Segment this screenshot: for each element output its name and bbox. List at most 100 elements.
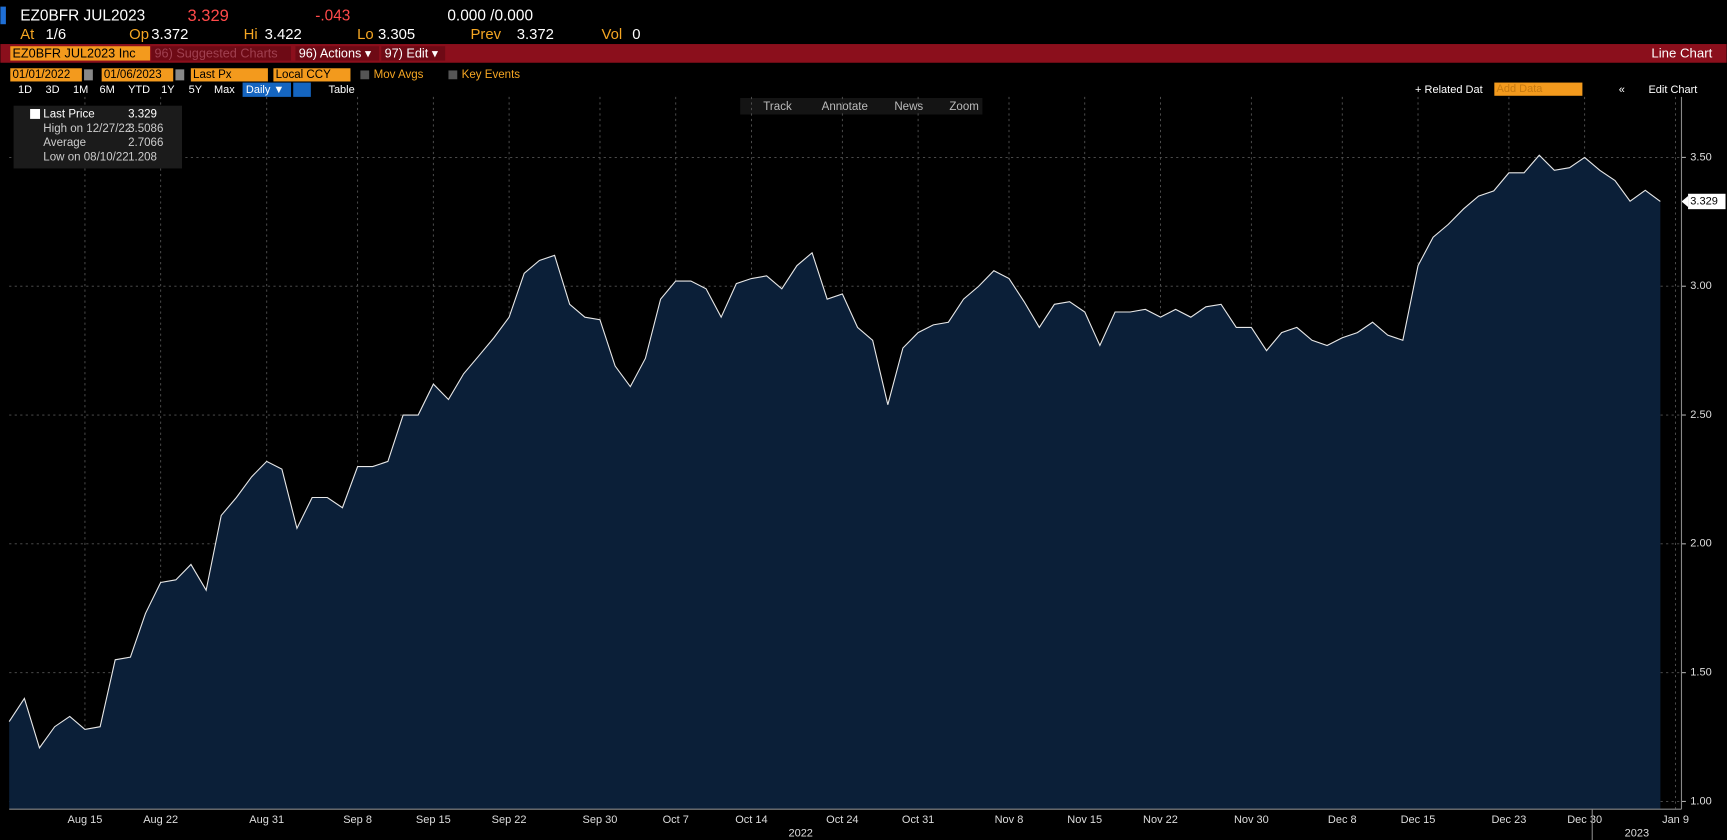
y-tick-label: 3.50 <box>1690 151 1711 163</box>
table-button[interactable]: Table <box>328 84 354 96</box>
period[interactable]: 1D <box>18 84 32 96</box>
x-tick-label: Dec 8 <box>1328 814 1357 826</box>
input[interactable] <box>101 68 174 82</box>
button[interactable] <box>151 46 292 61</box>
button-label: 96) Suggested Charts <box>155 46 278 60</box>
legend-label: High on 12/27/22 <box>43 123 131 135</box>
input[interactable] <box>273 68 351 82</box>
field-value: 3.372 <box>151 27 188 43</box>
input[interactable] <box>10 68 82 82</box>
plot: 1.00 1.50 2.00 2.50 3.00 3.50 Aug 15 Aug 22 Aug … <box>8 96 1726 840</box>
change: -.043 <box>315 8 350 25</box>
x-tick-label: Aug 31 <box>249 814 284 826</box>
x-tick-label: Sep 30 <box>583 814 618 826</box>
period[interactable]: 1M <box>73 84 88 96</box>
x-tick-label: Oct 14 <box>735 814 767 826</box>
x-tick-label: Jan 9 <box>1662 814 1689 826</box>
price-field: Last Px <box>193 69 232 81</box>
period[interactable]: 6M <box>99 84 114 96</box>
marker <box>0 6 6 25</box>
period[interactable]: 3D <box>46 84 60 96</box>
x-tick-label: Aug 15 <box>67 814 102 826</box>
tool[interactable]: Track <box>763 101 792 113</box>
tool[interactable]: News <box>894 101 923 113</box>
field-value: 1/6 <box>46 27 67 43</box>
field-label: Hi <box>244 27 258 43</box>
period[interactable]: Max <box>214 84 235 96</box>
period[interactable]: 5Y <box>189 84 203 96</box>
x-tick-label: Dec 30 <box>1567 814 1602 826</box>
field-value: 3.422 <box>265 27 302 43</box>
x-tick-label: Dec 23 <box>1491 814 1526 826</box>
x-tick-label: Oct 7 <box>663 814 689 826</box>
legend <box>13 105 183 169</box>
calendar-icon[interactable] <box>175 69 185 81</box>
x-tick-label: Dec 15 <box>1401 814 1436 826</box>
button[interactable] <box>381 46 446 61</box>
frequency-box[interactable] <box>242 82 292 97</box>
add-data: Add Data <box>1497 83 1544 95</box>
frequency: Daily ▼ <box>246 84 284 96</box>
end-date: 01/06/2023 <box>104 69 162 81</box>
x-tick-label: Sep 8 <box>343 814 372 826</box>
x-tick-label: Sep 22 <box>492 814 527 826</box>
y-tick-label: 1.50 <box>1690 667 1711 679</box>
input[interactable] <box>1494 82 1583 96</box>
x-tick-label: Nov 8 <box>995 814 1024 826</box>
collapse[interactable]: « <box>1619 84 1625 96</box>
x-tick-label: Nov 22 <box>1143 814 1178 826</box>
last-value-label: 3.329 <box>1690 195 1718 207</box>
period[interactable]: YTD <box>128 84 150 96</box>
chart-kind: Line Chart <box>1651 45 1712 60</box>
period[interactable]: 1Y <box>161 84 175 96</box>
button-label: 96) Actions ▾ <box>299 46 372 60</box>
field-label: Prev <box>470 27 501 43</box>
y-tick-label: 1.00 <box>1690 795 1711 807</box>
area <box>9 155 1661 810</box>
edit-chart[interactable]: Edit Chart <box>1648 84 1697 96</box>
field-label: Op <box>129 27 149 43</box>
field-value: 0 <box>632 27 640 43</box>
field-label: Vol <box>601 27 622 43</box>
security-box[interactable] <box>10 46 151 61</box>
field-value: 3.372 <box>517 27 554 43</box>
mov-avgs: Mov Avgs <box>374 69 424 81</box>
related-data[interactable]: + Related Dat <box>1415 84 1483 96</box>
x-tick-label: Aug 22 <box>143 814 178 826</box>
button[interactable] <box>295 46 380 61</box>
legend-value: 3.329 <box>128 109 157 121</box>
tool[interactable]: Annotate <box>822 101 868 113</box>
legend-label: Last Price <box>43 109 94 121</box>
last-price: 3.329 <box>188 7 229 25</box>
legend-value: 2.7066 <box>128 137 163 149</box>
y-tick-label: 2.50 <box>1690 409 1711 421</box>
currency: Local CCY <box>276 69 331 81</box>
field-label: Lo <box>357 27 374 43</box>
checkbox[interactable] <box>360 70 370 80</box>
tool[interactable]: Zoom <box>949 101 979 113</box>
key-events: Key Events <box>462 69 521 81</box>
checkbox[interactable] <box>448 70 458 80</box>
start-date: 01/01/2022 <box>12 69 70 81</box>
year-label: 2022 <box>788 827 812 839</box>
x-tick-label: Nov 30 <box>1234 814 1269 826</box>
y-tick-label: 2.00 <box>1690 538 1711 550</box>
y-tick-label: 3.00 <box>1690 280 1711 292</box>
legend-label: Low on 08/10/22 <box>43 151 128 163</box>
x-tick-label: Sep 15 <box>416 814 451 826</box>
year-label: 2023 <box>1625 827 1649 839</box>
x-tick-label: Oct 31 <box>902 814 934 826</box>
security: EZ0BFR JUL2023 Inc <box>12 46 135 60</box>
line <box>8 154 1661 750</box>
input[interactable] <box>190 68 268 82</box>
x-tick-label: Oct 24 <box>826 814 858 826</box>
button-label: 97) Edit ▾ <box>385 46 439 60</box>
legend-swatch <box>30 108 41 119</box>
last-value-pointer <box>1681 195 1689 207</box>
calendar-icon[interactable] <box>84 69 93 81</box>
last-value-box <box>1688 193 1726 210</box>
legend-value: 1.208 <box>128 151 157 163</box>
chart-icon[interactable] <box>293 82 311 97</box>
